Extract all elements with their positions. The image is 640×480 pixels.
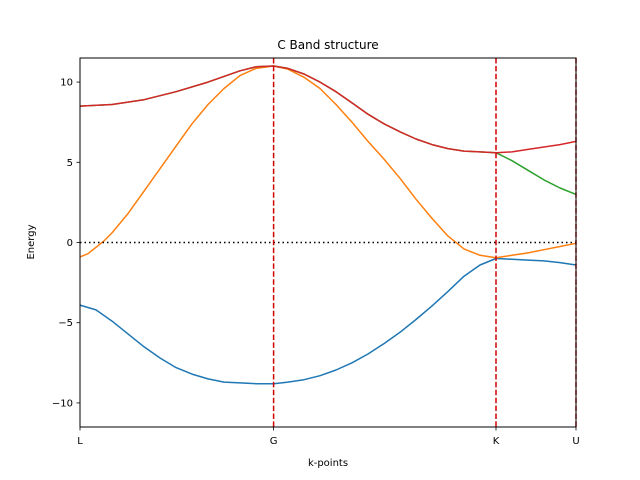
- x-tick-label: U: [572, 436, 579, 447]
- y-tick-label: 0: [67, 238, 73, 249]
- x-tick-label: L: [77, 436, 83, 447]
- band-line-4: [79, 65, 577, 154]
- y-tick-label: 10: [60, 78, 73, 89]
- y-tick-label: 5: [67, 158, 73, 169]
- y-tick-label: −5: [58, 318, 73, 329]
- chart-title: C Band structure: [277, 38, 378, 52]
- band-line-2: [79, 65, 577, 259]
- x-axis-label: k-points: [308, 458, 348, 469]
- band-line-1: [79, 257, 577, 385]
- x-tick-label: K: [493, 436, 500, 447]
- axis-ticks: L G K U −10 −5 0 5 10: [52, 78, 580, 447]
- x-tick-label: G: [270, 436, 278, 447]
- y-axis-label: Energy: [26, 224, 37, 259]
- y-tick-label: −10: [52, 398, 73, 409]
